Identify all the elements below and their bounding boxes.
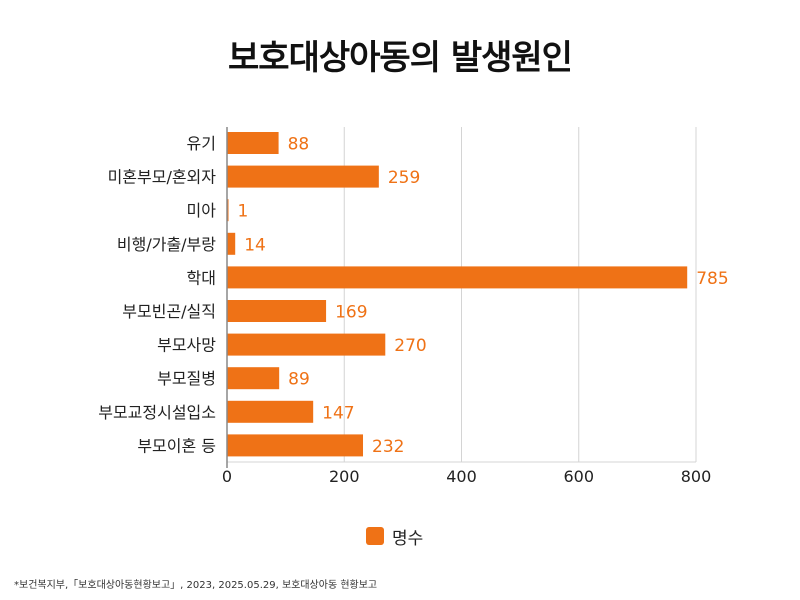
category-label: 학대 [187, 268, 216, 287]
data-label: 1 [238, 202, 249, 222]
category-label: 미혼부모/혼외자 [108, 168, 217, 187]
bar [227, 165, 379, 188]
category-label: 부모질병 [157, 369, 216, 388]
bar [227, 367, 280, 390]
bar [227, 333, 386, 356]
bar [227, 232, 236, 255]
x-tick-label: 200 [329, 467, 360, 486]
data-label: 14 [244, 235, 266, 255]
x-tick-label: 600 [563, 467, 594, 486]
bar [227, 266, 688, 289]
category-labels: 유기미혼부모/혼외자미아비행/가출/부랑학대부모빈곤/실직부모사망부모질병부모교… [98, 134, 216, 455]
bar [227, 132, 279, 154]
bar [227, 400, 314, 423]
category-label: 비행/가출/부랑 [117, 235, 216, 254]
source-footnote: *보건복지부,「보호대상아동현황보고」, 2023, 2025.05.29, 보… [14, 580, 378, 591]
category-label: 부모빈곤/실직 [122, 302, 216, 321]
category-label: 부모이혼 등 [137, 436, 216, 455]
legend-swatch [366, 527, 384, 545]
category-label: 부모교정시설입소 [98, 403, 216, 422]
data-label: 259 [388, 168, 420, 188]
data-label: 232 [372, 437, 404, 457]
x-tick-label: 0 [222, 467, 232, 486]
category-label: 부모사망 [157, 336, 216, 355]
legend-label: 명수 [392, 528, 424, 549]
data-label: 785 [696, 269, 728, 289]
bar [227, 300, 327, 322]
chart-title: 보호대상아동의 발생원인 [228, 38, 573, 78]
bars [227, 132, 688, 457]
x-axis-ticks: 0 200 400 600 800 [222, 467, 711, 486]
data-labels: 88 259 1 14 785 169 270 89 147 232 [238, 135, 729, 457]
data-label: 88 [288, 135, 310, 155]
data-label: 147 [322, 403, 354, 423]
category-label: 유기 [187, 134, 216, 153]
data-label: 169 [335, 303, 367, 323]
x-tick-label: 800 [681, 467, 712, 486]
data-label: 89 [288, 370, 310, 390]
category-label: 미아 [187, 201, 217, 220]
x-tick-label: 400 [446, 467, 477, 486]
bar [227, 434, 364, 457]
data-label: 270 [394, 336, 426, 356]
legend: 명수 [366, 524, 424, 549]
